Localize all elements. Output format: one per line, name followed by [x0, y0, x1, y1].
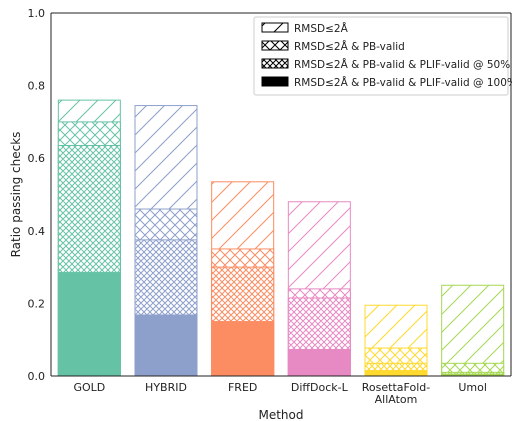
x-tick-label: HYBRID	[145, 381, 187, 394]
bar-group-umol	[441, 284, 505, 377]
bar-solid	[134, 314, 198, 377]
bar-group-rosettafold-allatom	[364, 304, 428, 377]
bar-group-fred	[211, 181, 275, 377]
bar-solid	[57, 272, 121, 377]
legend-item: RMSD≤2Å & PB-valid & PLIF-valid @ 100%	[261, 76, 512, 89]
x-tick-label: GOLD	[73, 381, 105, 394]
bar-solid	[364, 370, 428, 377]
x-tick-label: FRED	[228, 381, 257, 394]
legend-label: RMSD≤2Å & PB-valid	[294, 40, 405, 53]
bar-solid	[211, 321, 275, 377]
x-tick-label: AllAtom	[375, 393, 418, 406]
bar-group-diffdock-l	[287, 201, 351, 377]
y-tick-label: 1.0	[28, 7, 46, 20]
y-axis-label: Ratio passing checks	[9, 132, 23, 258]
bar-group-gold	[57, 99, 121, 377]
bar-solid	[287, 349, 351, 377]
axes: 0.0 0.2 0.4 0.6 0.8 1.0 GOLD HYBRID FRED DiffDock…	[9, 7, 512, 421]
bar-group-hybrid	[134, 105, 198, 377]
legend-box	[253, 16, 509, 96]
y-tick-label: 0.0	[28, 370, 46, 383]
legend-item: RMSD≤2Å & PB-valid & PLIF-valid @ 50%	[261, 58, 510, 71]
legend-label: RMSD≤2Å & PB-valid & PLIF-valid @ 100%	[294, 76, 512, 89]
legend-item: RMSD≤2Å & PB-valid	[261, 40, 405, 53]
x-axis-label: Method	[258, 408, 303, 421]
legend-swatch-dense-crosshatch	[261, 58, 289, 69]
legend-swatch-solid	[261, 76, 289, 87]
legend: RMSD≤2Å RMSD≤2Å & PB-valid RMSD≤2Å & PB-va…	[253, 16, 512, 96]
legend-swatch-crosshatch	[261, 40, 289, 51]
legend-label: RMSD≤2Å	[294, 22, 349, 35]
x-tick-label: DiffDock-L	[291, 381, 349, 394]
y-tick-label: 0.2	[28, 297, 46, 310]
plot-area	[57, 99, 505, 377]
legend-swatch-diagonal	[261, 22, 289, 33]
y-tick-label: 0.8	[28, 80, 46, 93]
bar-diagonal	[441, 284, 505, 377]
y-tick-label: 0.6	[28, 152, 46, 165]
x-tick-label: RosettaFold-	[362, 381, 430, 394]
legend-item: RMSD≤2Å	[261, 22, 349, 35]
x-tick-label: Umol	[458, 381, 487, 394]
y-tick-label: 0.4	[28, 225, 46, 238]
legend-label: RMSD≤2Å & PB-valid & PLIF-valid @ 50%	[294, 58, 510, 71]
